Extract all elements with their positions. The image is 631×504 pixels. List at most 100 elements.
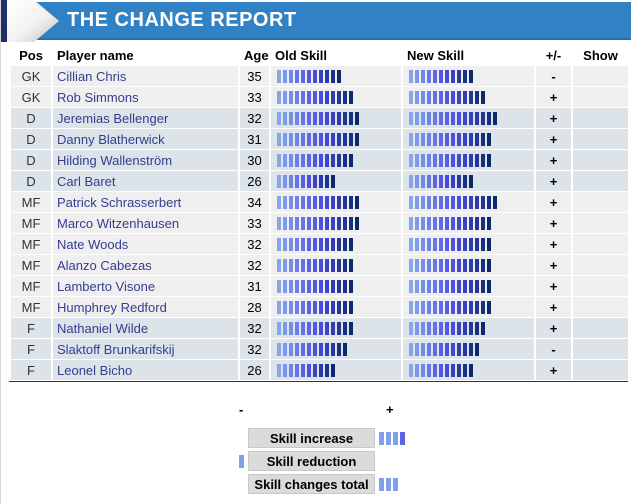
skill-segment: [283, 321, 287, 335]
skill-segment: [445, 195, 449, 209]
player-name-link[interactable]: Alanzo Cabezas: [53, 255, 238, 275]
skill-segment: [337, 342, 341, 356]
skill-segment: [427, 174, 431, 188]
legend-box-skill-reduction: Skill reduction: [248, 451, 375, 471]
player-name-link[interactable]: Slaktoff Brunkarifskij: [53, 339, 238, 359]
skill-segment: [409, 237, 413, 251]
skill-segment: [301, 342, 305, 356]
skill-segment: [295, 300, 299, 314]
skill-segment: [469, 153, 473, 167]
skill-segment: [421, 195, 425, 209]
skill-segment: [415, 174, 419, 188]
skill-segment: [415, 132, 419, 146]
skill-segment: [439, 237, 443, 251]
skill-segment: [457, 174, 461, 188]
skill-segment: [289, 300, 293, 314]
legend-plus-label: +: [386, 402, 394, 417]
skill-segment: [301, 111, 305, 125]
age-cell: 30: [240, 150, 269, 170]
skill-segment: [325, 174, 329, 188]
skill-segment: [313, 69, 317, 83]
age-cell: 26: [240, 171, 269, 191]
legend-minus-label: -: [239, 402, 244, 417]
show-cell: [573, 360, 628, 380]
show-cell: [573, 318, 628, 338]
age-cell: 26: [240, 360, 269, 380]
skill-segment: [445, 237, 449, 251]
table-bottom-border: [9, 381, 628, 382]
skill-segment: [277, 300, 281, 314]
player-name-link[interactable]: Jeremias Bellenger: [53, 108, 238, 128]
skill-segment: [445, 300, 449, 314]
position-cell: D: [11, 108, 51, 128]
player-name-link[interactable]: Hilding Wallenström: [53, 150, 238, 170]
skill-segment: [469, 69, 473, 83]
old-skill-bar: [277, 174, 335, 188]
new-skill-bar: [409, 111, 497, 125]
skill-segment: [487, 237, 491, 251]
skill-segment: [343, 342, 347, 356]
skill-segment: [439, 153, 443, 167]
new-skill-cell: [403, 339, 534, 359]
skill-segment: [301, 237, 305, 251]
new-skill-cell: [403, 213, 534, 233]
position-cell: MF: [11, 297, 51, 317]
skill-segment: [325, 132, 329, 146]
legend-skill-segment: [386, 478, 391, 491]
skill-segment: [283, 258, 287, 272]
player-name-link[interactable]: Carl Baret: [53, 171, 238, 191]
skill-segment: [349, 195, 353, 209]
skill-segment: [451, 363, 455, 377]
skill-segment: [427, 69, 431, 83]
skill-segment: [289, 90, 293, 104]
player-name-link[interactable]: Nate Woods: [53, 234, 238, 254]
title-banner: THE CHANGE REPORT: [7, 2, 631, 40]
player-name-link[interactable]: Lamberto Visone: [53, 276, 238, 296]
skill-segment: [481, 195, 485, 209]
skill-segment: [421, 69, 425, 83]
skill-segment: [313, 342, 317, 356]
player-name-link[interactable]: Humphrey Redford: [53, 297, 238, 317]
legend-box-skill-changes-total: Skill changes total: [248, 474, 375, 494]
legend-skill-segment: [386, 432, 391, 445]
skill-segment: [289, 195, 293, 209]
skill-segment: [355, 216, 359, 230]
skill-segment: [337, 153, 341, 167]
player-name-link[interactable]: Marco Witzenhausen: [53, 213, 238, 233]
skill-segment: [421, 153, 425, 167]
player-name-link[interactable]: Leonel Bicho: [53, 360, 238, 380]
skill-segment: [349, 90, 353, 104]
old-skill-cell: [271, 297, 401, 317]
skill-segment: [487, 300, 491, 314]
show-cell: [573, 87, 628, 107]
player-name-link[interactable]: Patrick Schrasserbert: [53, 192, 238, 212]
skill-segment: [301, 174, 305, 188]
skill-segment: [475, 195, 479, 209]
player-name-link[interactable]: Nathaniel Wilde: [53, 318, 238, 338]
old-skill-cell: [271, 276, 401, 296]
skill-segment: [277, 111, 281, 125]
skill-segment: [445, 363, 449, 377]
position-cell: GK: [11, 66, 51, 86]
old-skill-bar: [277, 195, 359, 209]
skill-segment: [475, 342, 479, 356]
page-title: THE CHANGE REPORT: [67, 9, 297, 31]
player-name-link[interactable]: Rob Simmons: [53, 87, 238, 107]
skill-segment: [493, 195, 497, 209]
player-name-link[interactable]: Danny Blatherwick: [53, 129, 238, 149]
skill-segment: [289, 321, 293, 335]
skill-segment: [349, 279, 353, 293]
skill-segment: [463, 321, 467, 335]
player-name-link[interactable]: Cillian Chris: [53, 66, 238, 86]
skill-segment: [301, 69, 305, 83]
skill-segment: [343, 153, 347, 167]
player-row: D Carl Baret 26 +: [11, 171, 628, 191]
skill-segment: [319, 321, 323, 335]
skill-segment: [487, 111, 491, 125]
player-row: GK Rob Simmons 33 +: [11, 87, 628, 107]
skill-segment: [307, 342, 311, 356]
old-skill-cell: [271, 171, 401, 191]
age-cell: 31: [240, 276, 269, 296]
skill-segment: [439, 216, 443, 230]
skill-segment: [277, 174, 281, 188]
